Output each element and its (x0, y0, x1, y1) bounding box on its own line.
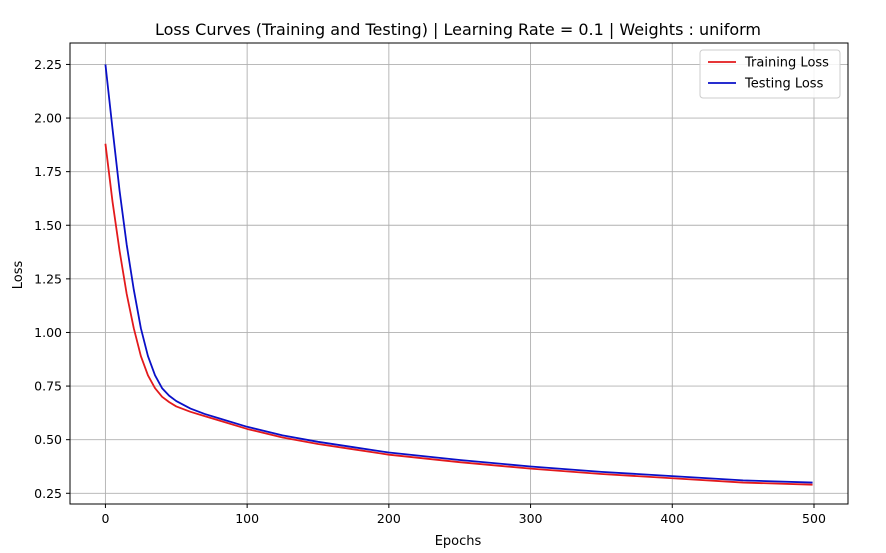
y-tick-label: 1.00 (34, 325, 62, 340)
legend-label-training-loss: Training Loss (744, 56, 829, 71)
y-tick-label: 2.25 (34, 57, 62, 72)
x-tick-label: 200 (377, 511, 401, 526)
x-tick-label: 0 (101, 511, 109, 526)
y-tick-label: 0.25 (34, 486, 62, 501)
y-tick-label: 1.50 (34, 218, 62, 233)
chart-title: Loss Curves (Training and Testing) | Lea… (155, 20, 761, 39)
y-tick-label: 1.75 (34, 164, 62, 179)
series-layer (104, 64, 813, 486)
y-tick-label: 1.25 (34, 271, 62, 286)
x-tick-label: 100 (235, 511, 259, 526)
training-loss-line (104, 143, 813, 486)
plot-frame (69, 42, 849, 505)
ticks: 0 100 200 300 400 500 0.25 0.50 0.75 1.00 1.25 1.50… (34, 57, 826, 526)
y-tick-label: 0.50 (34, 432, 62, 447)
x-axis-title: Epochs (435, 534, 482, 549)
legend: Training Loss Testing Loss (699, 49, 841, 99)
x-tick-label: 400 (660, 511, 684, 526)
y-tick-label: 2.00 (34, 111, 62, 126)
y-tick-label: 0.75 (34, 379, 62, 394)
grid (70, 43, 848, 504)
legend-label-testing-loss: Testing Loss (744, 77, 824, 92)
x-tick-label: 500 (802, 511, 826, 526)
testing-loss-line (104, 64, 813, 484)
x-tick-label: 300 (519, 511, 543, 526)
y-axis-title: Loss (11, 261, 26, 290)
